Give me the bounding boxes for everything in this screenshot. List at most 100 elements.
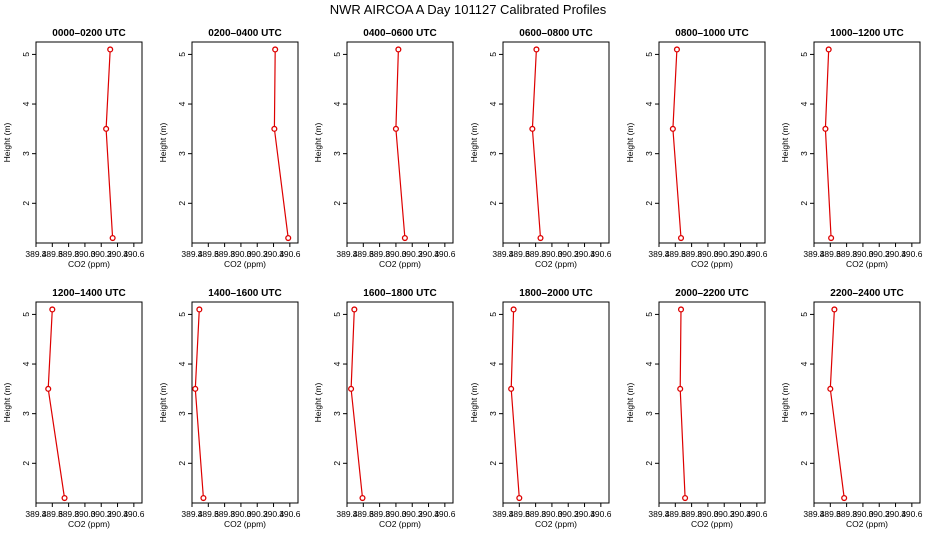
y-tick-label: 4 — [177, 361, 187, 366]
y-tick-label: 4 — [644, 361, 654, 366]
x-tick-label: 389.6 — [42, 509, 64, 519]
y-axis-label: Height (m) — [2, 123, 12, 163]
plot-frame — [813, 41, 921, 244]
panel-12: 2200–2400 UTC389.4389.6389.8390.0390.239… — [780, 288, 923, 529]
x-tick-label: 390.6 — [901, 509, 923, 519]
panel-title: 2000–2200 UTC — [675, 288, 748, 299]
y-tick-label: 5 — [488, 52, 498, 57]
x-tick-label: 390.4 — [574, 249, 596, 259]
y-tick-label: 2 — [799, 461, 809, 466]
x-tick-label: 390.6 — [746, 509, 768, 519]
x-tick-label: 390.6 — [123, 509, 145, 519]
x-tick-label: 389.4 — [648, 249, 670, 259]
x-tick-label: 389.4 — [492, 509, 514, 519]
data-point — [831, 306, 838, 313]
data-point — [677, 234, 685, 242]
profile-line — [350, 309, 364, 499]
y-tick-label: 4 — [799, 361, 809, 366]
panel-5: 0800–1000 UTC389.4389.6389.8390.0390.239… — [625, 28, 768, 269]
x-axis-label: CO2 (ppm) — [379, 259, 421, 269]
x-tick-label: 390.0 — [385, 249, 407, 259]
x-tick-label: 390.0 — [852, 249, 874, 259]
x-tick-label: 390.0 — [230, 249, 252, 259]
x-tick-label: 390.4 — [107, 509, 129, 519]
x-tick-label: 390.0 — [697, 509, 719, 519]
plot-frame — [191, 301, 299, 504]
x-tick-label: 389.6 — [509, 509, 531, 519]
y-tick-label: 4 — [332, 101, 342, 106]
data-point — [828, 234, 835, 242]
panel-title: 1600–1800 UTC — [363, 288, 436, 299]
data-point — [669, 125, 676, 132]
x-tick-label: 390.0 — [385, 509, 407, 519]
y-tick-label: 3 — [799, 151, 809, 156]
y-tick-label: 2 — [644, 201, 654, 206]
panel-title: 1000–1200 UTC — [830, 28, 903, 39]
x-tick-label: 390.2 — [558, 509, 580, 519]
data-point — [272, 46, 279, 53]
x-tick-label: 390.4 — [730, 509, 752, 519]
x-tick-label: 389.4 — [803, 509, 825, 519]
y-axis-label: Height (m) — [625, 123, 635, 163]
x-tick-label: 390.0 — [230, 509, 252, 519]
y-tick-label: 4 — [21, 101, 31, 106]
panel-title: 0000–0200 UTC — [52, 28, 125, 39]
profile-line — [679, 309, 686, 499]
y-tick-label: 2 — [177, 461, 187, 466]
y-tick-label: 2 — [488, 461, 498, 466]
y-tick-label: 2 — [332, 461, 342, 466]
panel-title: 2200–2400 UTC — [830, 288, 903, 299]
x-axis-label: CO2 (ppm) — [846, 519, 888, 529]
x-tick-label: 389.8 — [369, 509, 391, 519]
y-tick-label: 5 — [21, 312, 31, 317]
y-tick-label: 3 — [644, 411, 654, 416]
panel-title: 0800–1000 UTC — [675, 28, 748, 39]
x-tick-label: 389.4 — [803, 249, 825, 259]
profile-line — [829, 309, 845, 499]
y-tick-label: 5 — [177, 312, 187, 317]
x-tick-label: 389.8 — [836, 509, 858, 519]
x-tick-label: 390.6 — [746, 249, 768, 259]
x-axis-label: CO2 (ppm) — [846, 259, 888, 269]
x-tick-label: 390.6 — [434, 249, 456, 259]
panels: 0000–0200 UTC389.4389.6389.8390.0390.239… — [2, 28, 923, 529]
x-tick-label: 389.6 — [820, 509, 842, 519]
x-tick-label: 390.2 — [558, 249, 580, 259]
y-axis-label: Height (m) — [2, 383, 12, 423]
data-point — [401, 234, 408, 242]
plot-frame — [346, 41, 454, 244]
x-tick-label: 389.8 — [681, 249, 703, 259]
profile-line — [824, 49, 832, 239]
x-tick-label: 389.4 — [648, 509, 670, 519]
x-tick-label: 390.0 — [541, 249, 563, 259]
plot-frame — [658, 41, 766, 244]
x-axis-label: CO2 (ppm) — [224, 259, 266, 269]
x-tick-label: 389.8 — [681, 509, 703, 519]
y-tick-label: 5 — [21, 52, 31, 57]
x-tick-label: 390.4 — [574, 509, 596, 519]
x-axis-label: CO2 (ppm) — [68, 259, 110, 269]
profile-line — [273, 49, 289, 239]
data-point — [192, 385, 199, 392]
x-tick-label: 390.4 — [730, 249, 752, 259]
y-tick-label: 4 — [488, 361, 498, 366]
x-axis-label: CO2 (ppm) — [691, 519, 733, 529]
x-tick-label: 389.4 — [181, 249, 203, 259]
x-tick-label: 390.4 — [885, 509, 907, 519]
data-point — [510, 306, 517, 313]
y-axis-label: Height (m) — [780, 383, 790, 423]
y-axis-label: Height (m) — [158, 383, 168, 423]
data-point — [285, 234, 292, 242]
data-point — [107, 46, 114, 53]
y-tick-label: 3 — [644, 151, 654, 156]
data-point — [673, 46, 680, 53]
data-point — [508, 385, 515, 392]
x-tick-label: 390.6 — [590, 249, 612, 259]
y-tick-label: 2 — [332, 201, 342, 206]
data-point — [682, 494, 689, 502]
plot-frame — [502, 41, 610, 244]
x-tick-label: 390.2 — [247, 249, 269, 259]
x-axis-label: CO2 (ppm) — [691, 259, 733, 269]
